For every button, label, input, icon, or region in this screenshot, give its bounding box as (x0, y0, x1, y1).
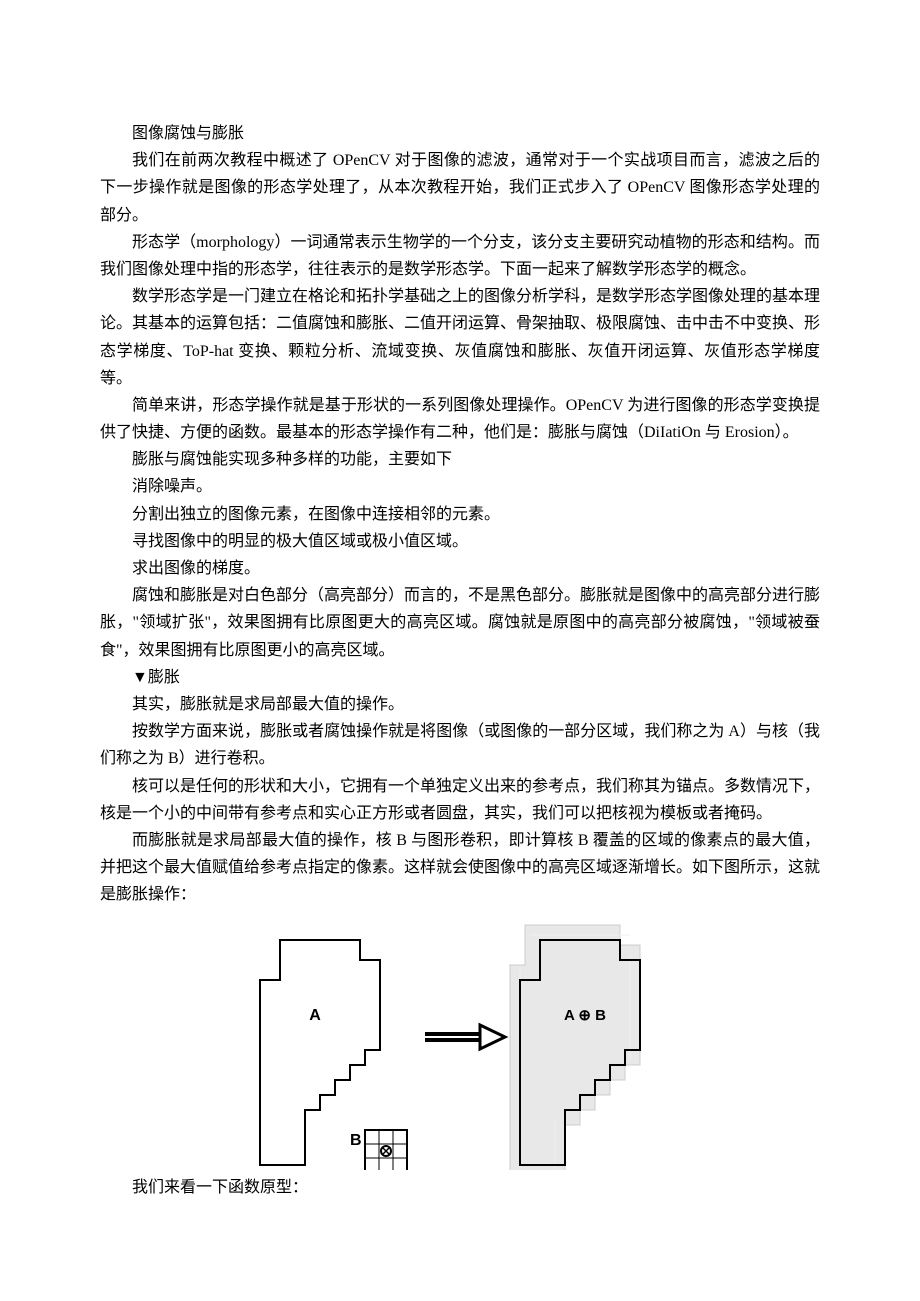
para-intro-1: 我们在前两次教程中概述了 OPenCV 对于图像的滤波，通常对于一个实战项目而言… (100, 147, 820, 229)
para-dilate-head: ▼膨胀 (100, 664, 820, 691)
para-extrema: 寻找图像中的明显的极大值区域或极小值区域。 (100, 528, 820, 555)
para-segment: 分割出独立的图像元素，在图像中连接相邻的元素。 (100, 501, 820, 528)
para-noise: 消除噪声。 (100, 473, 820, 500)
para-features: 膨胀与腐蚀能实现多种多样的功能，主要如下 (100, 446, 820, 473)
label-b: B (350, 1132, 362, 1149)
para-prototype: 我们来看一下函数原型： (100, 1174, 820, 1201)
para-dilate-detail: 而膨胀就是求局部最大值的操作，核 B 与图形卷积，即计算核 B 覆盖的区域的像素… (100, 827, 820, 909)
label-a: A (309, 1007, 321, 1024)
para-gradient: 求出图像的梯度。 (100, 555, 820, 582)
para-erode-dilate: 腐蚀和膨胀是对白色部分（高亮部分）而言的，不是黑色部分。膨胀就是图像中的高亮部分… (100, 582, 820, 664)
para-morphology-def: 形态学（morphology）一词通常表示生物学的一个分支，该分支主要研究动植物… (100, 229, 820, 283)
para-dilate-def: 其实，膨胀就是求局部最大值的操作。 (100, 691, 820, 718)
document-page: 图像腐蚀与膨胀 我们在前两次教程中概述了 OPenCV 对于图像的滤波，通常对于… (0, 0, 920, 1262)
arrow-icon (425, 1025, 505, 1049)
para-simple: 简单来讲，形态学操作就是基于形状的一系列图像处理操作。OPenCV 为进行图像的… (100, 392, 820, 446)
dilation-diagram-svg: A B (220, 920, 700, 1170)
para-math-explain: 按数学方面来说，膨胀或者腐蚀操作就是将图像（或图像的一部分区域，我们称之为 A）… (100, 718, 820, 772)
label-ab: A ⊕ B (564, 1007, 606, 1024)
para-math-morph: 数学形态学是一门建立在格论和拓扑学基础之上的图像分析学科，是数学形态学图像处理的… (100, 283, 820, 392)
heading-title: 图像腐蚀与膨胀 (100, 120, 820, 147)
dilation-figure: A B (100, 920, 820, 1170)
para-kernel: 核可以是任何的形状和大小，它拥有一个单独定义出来的参考点，我们称其为锚点。多数情… (100, 773, 820, 827)
